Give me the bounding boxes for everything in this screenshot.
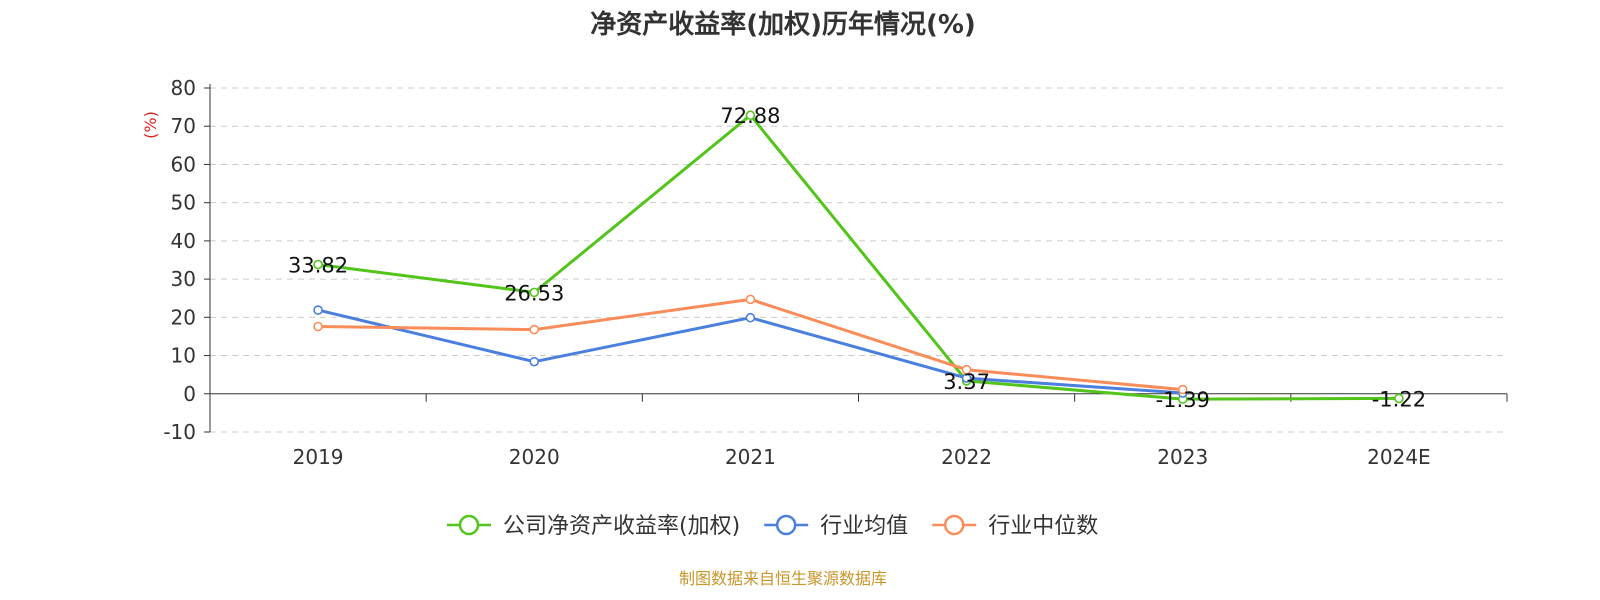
data-label: 33.82: [288, 254, 348, 278]
y-tick-label: 0: [183, 382, 196, 406]
data-point: [961, 364, 972, 375]
x-tick-label: 2022: [941, 445, 992, 469]
data-label: -1.22: [1372, 387, 1426, 411]
x-tick-label: 2021: [725, 445, 776, 469]
data-labels: 33.82 26.53 72.88 3.37 -1.39 -1.22: [288, 104, 1426, 412]
legend: 公司净资产收益率(加权) 行业均值 行业中位数: [447, 514, 1098, 539]
data-label: 26.53: [504, 281, 564, 305]
data-point: [529, 287, 540, 298]
series-lines: [313, 110, 1404, 404]
legend-label: 行业均值: [820, 514, 908, 539]
y-tick-label: 30: [171, 267, 196, 291]
y-axis-label: (%): [141, 111, 160, 139]
y-tick-label: -10: [163, 420, 196, 444]
chart-title: 净资产收益率(加权)历年情况(%): [590, 9, 976, 40]
series-line: [317, 113, 1399, 401]
data-label: 3.37: [943, 370, 990, 394]
y-tick-label: 10: [171, 344, 196, 368]
data-label: -1.39: [1156, 388, 1210, 412]
y-tick-label: 20: [171, 305, 196, 329]
x-tick-label: 2019: [293, 445, 344, 469]
data-point: [313, 305, 323, 315]
y-tick-label: 40: [171, 229, 196, 253]
y-tick-label: 60: [171, 152, 196, 176]
data-point: [1394, 393, 1404, 404]
grid-lines: [210, 87, 1507, 433]
data-point: [313, 321, 323, 332]
x-tick-label: 2023: [1157, 445, 1208, 469]
series-line: [317, 308, 1183, 395]
source-note: 制图数据来自恒生聚源数据库: [679, 569, 887, 588]
legend-label: 公司净资产收益率(加权): [503, 514, 740, 539]
legend-marker-icon: [775, 514, 797, 536]
data-point: [1177, 384, 1188, 395]
data-point: [745, 294, 756, 305]
axes: -10 0 10 20 30 40 50 60 70 80 2019 2020 2021 2022 2023…: [163, 76, 1508, 469]
y-tick-label: 70: [171, 114, 196, 138]
data-point: [745, 110, 756, 121]
y-tick-label: 80: [171, 76, 196, 100]
y-tick-label: 50: [171, 191, 196, 215]
data-point: [529, 324, 540, 335]
data-point: [529, 356, 540, 367]
data-point: [745, 312, 756, 323]
x-tick-label: 2024E: [1367, 445, 1431, 469]
data-point: [313, 259, 323, 270]
legend-label: 行业中位数: [988, 514, 1098, 539]
data-label: 72.88: [720, 104, 780, 128]
legend-marker-icon: [458, 514, 480, 536]
x-tick-label: 2020: [509, 445, 560, 469]
legend-marker-icon: [943, 514, 965, 536]
